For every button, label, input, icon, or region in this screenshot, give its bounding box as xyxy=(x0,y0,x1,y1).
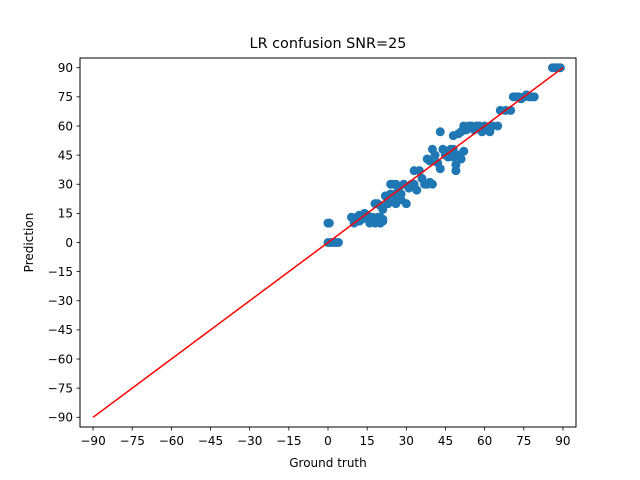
scatter-point xyxy=(427,179,437,189)
scatter-point xyxy=(401,199,411,209)
y-tick-label: 60 xyxy=(58,119,73,133)
x-tick-label: 75 xyxy=(516,434,531,448)
scatter-point xyxy=(456,154,466,164)
scatter-point xyxy=(451,166,461,176)
x-tick-label: −30 xyxy=(237,434,262,448)
scatter-point xyxy=(425,156,435,166)
y-tick-label: 75 xyxy=(58,90,73,104)
scatter-point xyxy=(435,127,445,137)
scatter-point xyxy=(378,204,388,214)
y-tick-label: 90 xyxy=(58,61,73,75)
y-tick-label: −45 xyxy=(48,323,73,337)
y-tick-label: 15 xyxy=(58,207,73,221)
x-tick-label: 0 xyxy=(324,434,332,448)
scatter-point xyxy=(324,218,334,228)
x-axis-label: Ground truth xyxy=(289,456,367,470)
x-tick-label: −60 xyxy=(159,434,184,448)
y-tick-label: −30 xyxy=(48,294,73,308)
x-tick-label: 30 xyxy=(399,434,414,448)
y-tick-label: 45 xyxy=(58,148,73,162)
scatter-point xyxy=(529,92,539,102)
identity-line xyxy=(92,67,564,418)
y-tick-label: −15 xyxy=(48,265,73,279)
x-tick-label: 60 xyxy=(477,434,492,448)
y-axis-label: Prediction xyxy=(22,213,36,273)
y-tick-label: 0 xyxy=(65,236,73,250)
y-tick-label: −75 xyxy=(48,381,73,395)
x-tick-label: 15 xyxy=(360,434,375,448)
x-tick-label: −45 xyxy=(198,434,223,448)
scatter-point xyxy=(555,63,565,73)
plot-marks xyxy=(92,63,565,418)
scatter-point xyxy=(333,238,343,247)
x-tick-label: −75 xyxy=(120,434,145,448)
x-tick-label: 45 xyxy=(438,434,453,448)
y-tick-label: −60 xyxy=(48,352,73,366)
scatter-point xyxy=(459,146,469,156)
y-axis: −90 −75 −60 −45 −30 −15 0 15 30 45 60 75 90 xyxy=(48,61,80,425)
chart-title: LR confusion SNR=25 xyxy=(250,36,407,52)
scatter-point xyxy=(412,185,422,195)
x-tick-label: −15 xyxy=(276,434,301,448)
scatter-point xyxy=(435,164,445,174)
x-tick-label: −90 xyxy=(80,434,105,448)
y-tick-label: 30 xyxy=(58,178,73,192)
y-tick-label: −90 xyxy=(48,411,73,425)
scatter-point xyxy=(493,121,503,131)
scatter-point xyxy=(378,216,388,226)
x-tick-label: 90 xyxy=(555,434,570,448)
scatter-point xyxy=(430,150,440,160)
x-axis: −90 −75 −60 −45 −30 −15 0 15 30 45 60 75 90 xyxy=(80,427,571,448)
